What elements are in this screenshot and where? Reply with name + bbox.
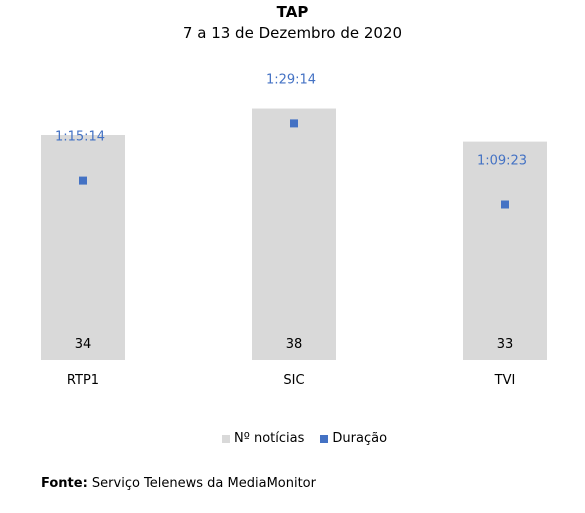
legend-swatch-duracao [320, 434, 329, 443]
legend-label-noticias: Nº notícias [234, 431, 305, 446]
bar-rtp1 [41, 135, 125, 360]
category-label-rtp1: RTP1 [67, 373, 99, 388]
duration-label-tvi: 1:09:23 [477, 153, 527, 168]
bar-tvi [463, 141, 547, 360]
chart-plot: 34 RTP1 1:15:14 38 SIC 1:29:14 33 TVI 1:09:23 [41, 72, 547, 388]
chart-subtitle: 7 a 13 de Dezembro de 2020 [182, 24, 403, 42]
duration-label-sic: 1:29:14 [266, 72, 316, 87]
duration-label-rtp1: 1:15:14 [55, 130, 105, 145]
duration-marker-tvi [501, 200, 509, 209]
bar-sic [252, 108, 336, 360]
legend-swatch-noticias [222, 434, 230, 443]
category-label-sic: SIC [283, 373, 304, 388]
bar-value-label-tvi: 33 [497, 337, 514, 352]
legend-item-duracao: Duração [320, 431, 387, 446]
category-label-tvi: TVI [494, 373, 516, 388]
source-text: Serviço Telenews da MediaMonitor [91, 476, 316, 491]
source-label: Fonte [41, 476, 83, 491]
duration-marker-rtp1 [79, 176, 87, 185]
bar-value-label-rtp1: 34 [75, 337, 92, 352]
legend-item-noticias: Nº notícias [222, 431, 304, 446]
bar-value-label-sic: 38 [286, 337, 303, 352]
legend-label-duracao: Duração [332, 431, 388, 446]
chart-title: TAP [276, 3, 309, 21]
source-note: Fonte: Serviço Telenews da MediaMonitor [41, 476, 316, 491]
duration-marker-sic [290, 119, 298, 128]
chart-legend: Nº notícias Duração [222, 431, 403, 446]
